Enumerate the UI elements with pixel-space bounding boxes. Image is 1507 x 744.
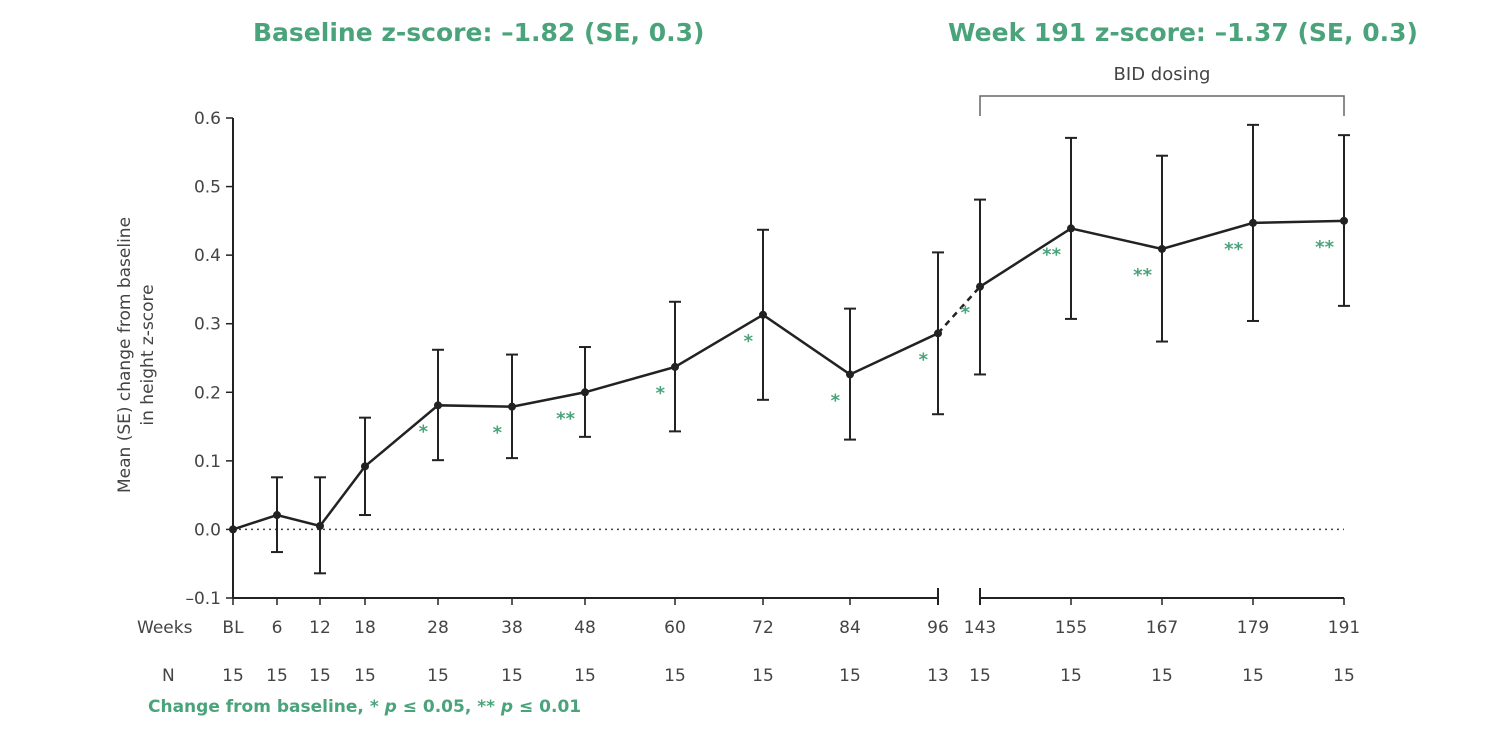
x-tick-label: 96 (927, 618, 949, 638)
significance-marker: * (961, 303, 971, 324)
significance-marker: * (493, 423, 503, 444)
data-point (1158, 244, 1166, 253)
y-tick-label: 0.6 (194, 109, 221, 129)
footnote-prefix: Change from baseline, * (148, 697, 385, 717)
data-point (759, 310, 767, 319)
n-value-label: 15 (574, 666, 596, 686)
significance-marker: * (831, 390, 841, 411)
significance-marker: ** (1224, 239, 1243, 260)
x-tick-label: 72 (752, 618, 774, 638)
n-row-label: N (162, 666, 175, 686)
x-tick-label: 18 (354, 618, 376, 638)
footnote-suffix: ≤ 0.01 (513, 697, 582, 717)
data-point (976, 282, 984, 291)
y-tick-label: 0.2 (194, 383, 221, 403)
footnote-p-symbol-1: p (384, 697, 397, 717)
data-point (508, 402, 516, 411)
n-value-label: 15 (222, 666, 244, 686)
x-tick-label: 38 (501, 618, 523, 638)
x-tick-label: 155 (1055, 618, 1087, 638)
n-value-label: 15 (354, 666, 376, 686)
x-tick-label: 167 (1146, 618, 1178, 638)
n-value-label: 15 (1151, 666, 1173, 686)
x-tick-label: 84 (839, 618, 861, 638)
x-tick-label: 28 (427, 618, 449, 638)
y-tick-label: 0.4 (194, 246, 221, 266)
significance-marker: * (919, 349, 929, 370)
x-axis-title: Weeks (137, 618, 193, 638)
data-point (846, 370, 854, 379)
data-point (361, 462, 369, 471)
significance-marker: ** (1133, 265, 1152, 286)
x-tick-label: 143 (964, 618, 996, 638)
data-point (434, 401, 442, 410)
bid-dosing-bracket (979, 95, 1345, 116)
data-point (1340, 216, 1348, 225)
n-value-label: 15 (1242, 666, 1264, 686)
n-value-label: 15 (839, 666, 861, 686)
baseline-zscore-header: Baseline z-score: –1.82 (SE, 0.3) (253, 18, 705, 47)
n-value-label: 15 (664, 666, 686, 686)
data-point (273, 511, 281, 520)
x-tick-label: 48 (574, 618, 596, 638)
data-point (1067, 224, 1075, 233)
significance-footnote: Change from baseline, * p ≤ 0.05, ** p ≤… (148, 697, 581, 717)
data-point (316, 522, 324, 530)
n-value-label: 15 (501, 666, 523, 686)
significance-marker: ** (1315, 237, 1334, 258)
footnote-p-symbol-2: p (500, 697, 514, 717)
x-tick-label: 179 (1237, 618, 1269, 638)
bid-dosing-label: BID dosing (1114, 64, 1211, 85)
n-value-label: 15 (969, 666, 991, 686)
significance-marker: * (744, 331, 754, 352)
y-tick-label: 0.3 (194, 315, 221, 335)
data-point (581, 388, 589, 397)
n-value-label: 15 (427, 666, 449, 686)
n-value-label: 15 (309, 666, 331, 686)
x-tick-label: BL (222, 618, 244, 638)
data-point (671, 362, 679, 371)
n-value-label: 13 (927, 666, 949, 686)
week191-zscore-header: Week 191 z-score: –1.37 (SE, 0.3) (948, 18, 1418, 47)
significance-marker: * (419, 421, 429, 442)
x-tick-label: 191 (1328, 618, 1360, 638)
y-axis-title-line2: in height z-score (138, 284, 158, 425)
significance-marker: * (656, 383, 666, 404)
x-tick-label: 6 (272, 618, 283, 638)
data-point (229, 525, 237, 534)
n-value-label: 15 (752, 666, 774, 686)
x-tick-label: 60 (664, 618, 686, 638)
y-tick-label: –0.1 (185, 589, 221, 609)
y-axis-title-line1: Mean (SE) change from baseline (115, 217, 135, 493)
y-tick-label: 0.5 (194, 178, 221, 198)
data-point (1249, 218, 1257, 227)
n-value-label: 15 (1333, 666, 1355, 686)
y-tick-label: 0.0 (194, 520, 221, 540)
x-tick-label: 12 (309, 618, 331, 638)
footnote-mid: ≤ 0.05, ** (396, 697, 501, 717)
n-value-label: 15 (1060, 666, 1082, 686)
n-value-label: 15 (266, 666, 288, 686)
significance-marker: ** (1042, 244, 1061, 265)
data-point (934, 329, 942, 338)
series-line-break-dashed (937, 285, 981, 335)
y-tick-label: 0.1 (194, 452, 221, 472)
significance-marker: ** (556, 408, 575, 429)
